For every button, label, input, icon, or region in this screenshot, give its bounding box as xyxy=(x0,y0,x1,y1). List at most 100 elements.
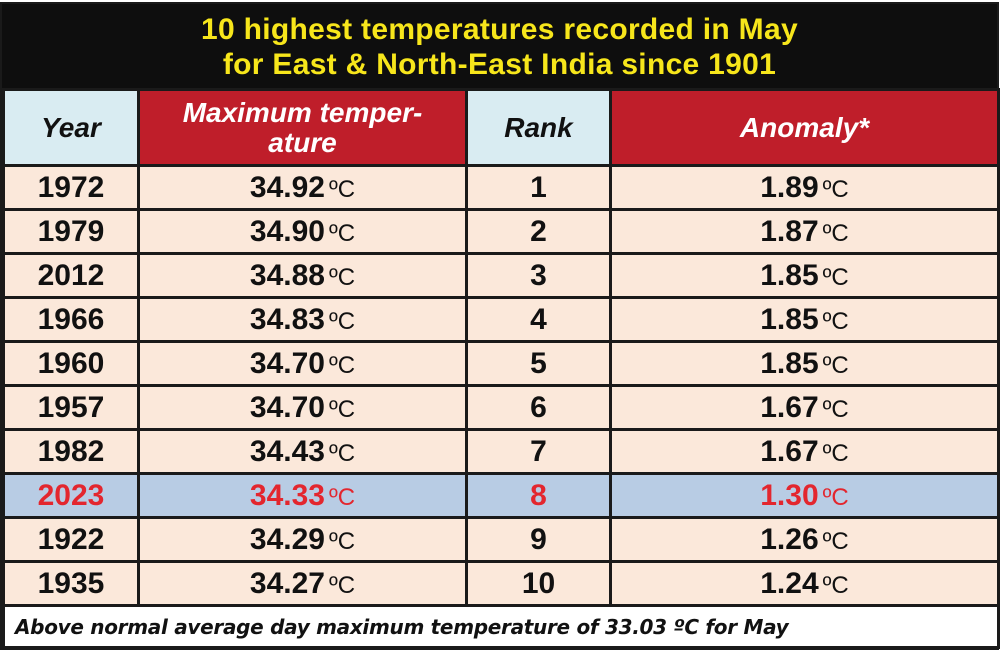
max-temperature-cell: 34.29 ºC xyxy=(137,516,468,563)
year-cell-value: 1966 xyxy=(37,302,105,336)
title-line-2: for East & North-East India since 1901 xyxy=(222,48,777,81)
rank-cell: 2 xyxy=(465,208,612,255)
anomaly-cell: 1.26 ºC xyxy=(609,516,1000,563)
anomaly-cell: 1.30 ºC xyxy=(609,472,1000,519)
max-temperature-cell: 34.33 ºC xyxy=(137,472,468,519)
rank-cell: 4 xyxy=(465,296,612,343)
rank-cell-value: 6 xyxy=(530,390,547,424)
max-temperature-cell: 34.43 ºC xyxy=(137,428,468,475)
unit-label: ºC xyxy=(822,175,849,203)
unit-label: ºC xyxy=(822,483,849,511)
rank-cell: 8 xyxy=(465,472,612,519)
rank-cell-value: 4 xyxy=(530,302,547,336)
anomaly-cell: 1.85 ºC xyxy=(609,252,1000,299)
table-row: 2023 34.33 ºC 8 1.30 ºC xyxy=(2,472,1000,519)
rank-cell: 6 xyxy=(465,384,612,431)
unit-label: ºC xyxy=(328,263,356,291)
anomaly-cell: 1.67 ºC xyxy=(609,428,1000,475)
max-temperature-cell-value: 34.27 xyxy=(249,566,325,600)
year-cell: 1972 xyxy=(2,164,140,211)
year-cell: 1966 xyxy=(2,296,140,343)
year-cell: 2012 xyxy=(2,252,140,299)
max-temperature-cell-value: 34.70 xyxy=(249,390,325,424)
unit-label: ºC xyxy=(328,571,356,599)
rank-cell: 9 xyxy=(465,516,612,563)
max-temperature-cell: 34.90 ºC xyxy=(137,208,468,255)
max-temperature-cell-value: 34.43 xyxy=(249,434,325,468)
max-temperature-cell-value: 34.88 xyxy=(249,258,325,292)
rank-cell: 7 xyxy=(465,428,612,475)
max-temperature-cell-value: 34.29 xyxy=(249,522,325,556)
footnote: Above normal average day maximum tempera… xyxy=(2,604,1000,649)
table-row: 1935 34.27 ºC 10 1.24 ºC xyxy=(2,560,1000,607)
anomaly-cell: 1.24 ºC xyxy=(609,560,1000,607)
table-row: 1960 34.70 ºC 5 1.85 ºC xyxy=(2,340,1000,387)
anomaly-cell: 1.67 ºC xyxy=(609,384,1000,431)
year-cell: 1982 xyxy=(2,428,140,475)
unit-label: ºC xyxy=(328,395,356,423)
year-cell: 2023 xyxy=(2,472,140,519)
anomaly-cell: 1.85 ºC xyxy=(609,296,1000,343)
unit-label: ºC xyxy=(328,307,356,335)
unit-label: ºC xyxy=(822,263,849,291)
unit-label: ºC xyxy=(328,483,356,511)
year-cell: 1935 xyxy=(2,560,140,607)
anomaly-cell-value: 1.85 xyxy=(760,302,819,336)
max-temperature-cell-value: 34.33 xyxy=(249,478,325,512)
unit-label: ºC xyxy=(822,439,849,467)
max-temperature-cell-value: 34.92 xyxy=(249,170,325,204)
header-year: Year xyxy=(2,88,140,167)
rank-cell-value: 3 xyxy=(530,258,547,292)
max-temperature-cell: 34.70 ºC xyxy=(137,340,468,387)
year-cell-value: 1960 xyxy=(37,346,105,380)
unit-label: ºC xyxy=(328,351,356,379)
anomaly-cell-value: 1.85 xyxy=(760,258,819,292)
max-temperature-cell-value: 34.70 xyxy=(249,346,325,380)
header-anomaly: Anomaly* xyxy=(609,88,1000,167)
table-row: 2012 34.88 ºC 3 1.85 ºC xyxy=(2,252,1000,299)
table-row: 1979 34.90 ºC 2 1.87 ºC xyxy=(2,208,1000,255)
year-cell-value: 1922 xyxy=(37,522,105,556)
unit-label: ºC xyxy=(822,571,849,599)
year-cell-value: 1972 xyxy=(37,170,105,204)
table-row: 1972 34.92 ºC 1 1.89 ºC xyxy=(2,164,1000,211)
unit-label: ºC xyxy=(822,307,849,335)
rank-cell: 10 xyxy=(465,560,612,607)
unit-label: ºC xyxy=(822,219,849,247)
anomaly-cell-value: 1.87 xyxy=(760,214,819,248)
rank-cell-value: 10 xyxy=(521,566,556,600)
rank-cell: 5 xyxy=(465,340,612,387)
rank-cell-value: 2 xyxy=(530,214,547,248)
table-row: 1922 34.29 ºC 9 1.26 ºC xyxy=(2,516,1000,563)
table-row: 1982 34.43 ºC 7 1.67 ºC xyxy=(2,428,1000,475)
unit-label: ºC xyxy=(328,527,356,555)
rank-cell-value: 9 xyxy=(530,522,547,556)
anomaly-cell-value: 1.24 xyxy=(760,566,819,600)
anomaly-cell: 1.89 ºC xyxy=(609,164,1000,211)
anomaly-cell-value: 1.26 xyxy=(760,522,819,556)
table-row: 1957 34.70 ºC 6 1.67 ºC xyxy=(2,384,1000,431)
rank-cell: 1 xyxy=(465,164,612,211)
year-cell: 1960 xyxy=(2,340,140,387)
header-max-temperature: Maximum temper-ature xyxy=(137,88,468,167)
max-temperature-cell-value: 34.83 xyxy=(249,302,325,336)
year-cell: 1979 xyxy=(2,208,140,255)
rank-cell: 3 xyxy=(465,252,612,299)
anomaly-cell-value: 1.89 xyxy=(760,170,819,204)
max-temperature-cell: 34.70 ºC xyxy=(137,384,468,431)
year-cell-value: 2023 xyxy=(37,478,105,512)
year-cell-value: 2012 xyxy=(37,258,105,292)
title-line-1: 10 highest temperatures recorded in May xyxy=(201,13,798,46)
anomaly-cell-value: 1.67 xyxy=(760,434,819,468)
max-temperature-cell: 34.27 ºC xyxy=(137,560,468,607)
rank-cell-value: 8 xyxy=(530,478,547,512)
unit-label: ºC xyxy=(328,219,356,247)
table-row: 1966 34.83 ºC 4 1.85 ºC xyxy=(2,296,1000,343)
year-cell-value: 1935 xyxy=(37,566,105,600)
anomaly-cell: 1.85 ºC xyxy=(609,340,1000,387)
year-cell: 1957 xyxy=(2,384,140,431)
max-temperature-cell: 34.83 ºC xyxy=(137,296,468,343)
anomaly-cell: 1.87 ºC xyxy=(609,208,1000,255)
unit-label: ºC xyxy=(822,351,849,379)
header-rank: Rank xyxy=(465,88,612,167)
